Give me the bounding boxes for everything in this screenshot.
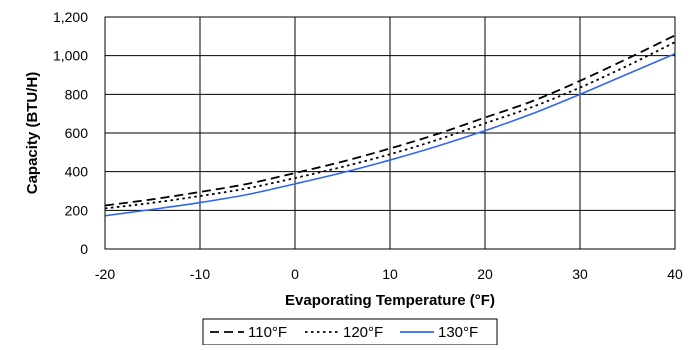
x-tick-label: -20 <box>95 266 115 282</box>
x-tick-label: -10 <box>190 266 210 282</box>
series-line-110f <box>104 34 676 207</box>
y-tick-label: 1,200 <box>53 9 88 25</box>
legend-label: 110°F <box>248 324 287 341</box>
y-tick-label: 200 <box>65 202 89 218</box>
plot-frame <box>104 16 676 250</box>
x-tick-label: 20 <box>477 266 493 282</box>
x-tick-label: 30 <box>572 266 588 282</box>
y-tick-label: 0 <box>80 241 88 257</box>
y-tick-label: 1,000 <box>53 48 88 64</box>
x-tick-label: 40 <box>667 266 683 282</box>
legend-box <box>202 318 498 346</box>
y-tick-label: 800 <box>65 86 89 102</box>
series-line-130f <box>104 52 676 217</box>
y-tick-labels: 0 200 400 600 800 1,000 1,200 <box>53 9 88 257</box>
x-tick-labels: -20 -10 0 10 20 30 40 <box>95 266 683 282</box>
y-tick-label: 600 <box>65 125 89 141</box>
x-tick-label: 10 <box>382 266 398 282</box>
legend-label: 120°F <box>343 324 383 341</box>
x-tick-label: 0 <box>291 266 299 282</box>
y-axis-title: Capacity (BTU/H) <box>24 72 41 195</box>
legend-label: 130°F <box>438 324 478 341</box>
legend-items: 110°F 120°F 130°F <box>210 324 478 341</box>
legend: 110°F 120°F 130°F <box>202 318 498 346</box>
series-line-120f <box>104 41 676 210</box>
grid <box>104 16 676 250</box>
series-layer <box>104 34 676 217</box>
x-axis-title: Evaporating Temperature (°F) <box>285 292 495 309</box>
y-tick-label: 400 <box>65 164 89 180</box>
